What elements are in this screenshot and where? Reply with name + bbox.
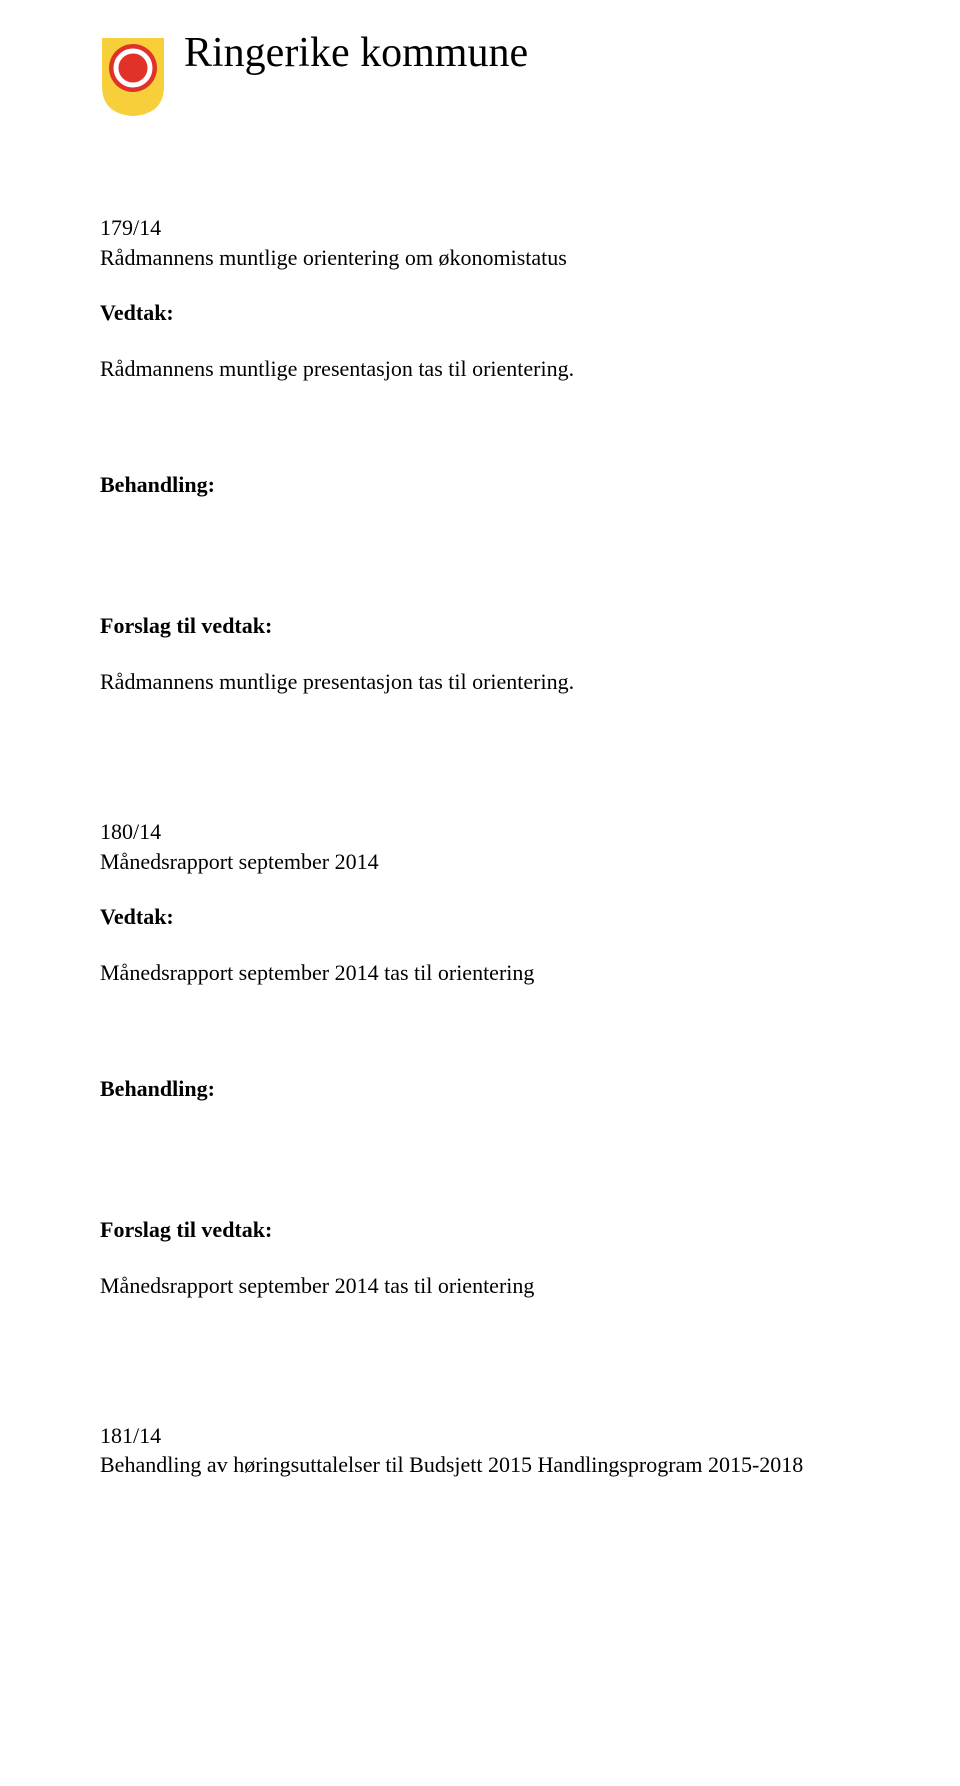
forslag-label: Forslag til vedtak: <box>100 611 860 641</box>
org-logo-icon <box>100 36 166 123</box>
forslag-label: Forslag til vedtak: <box>100 1215 860 1245</box>
vedtak-label: Vedtak: <box>100 298 860 328</box>
document-header: Ringerike kommune <box>100 30 860 123</box>
case-number: 180/14 <box>100 817 860 847</box>
vedtak-label: Vedtak: <box>100 902 860 932</box>
behandling-label: Behandling: <box>100 470 860 500</box>
behandling-label: Behandling: <box>100 1074 860 1104</box>
vedtak-text: Rådmannens muntlige presentasjon tas til… <box>100 354 860 384</box>
case-title: Behandling av høringsuttalelser til Buds… <box>100 1450 860 1480</box>
vedtak-text: Månedsrapport september 2014 tas til ori… <box>100 958 860 988</box>
case-number: 181/14 <box>100 1421 860 1451</box>
org-name: Ringerike kommune <box>184 30 528 76</box>
forslag-text: Månedsrapport september 2014 tas til ori… <box>100 1271 860 1301</box>
document-page: Ringerike kommune 179/14 Rådmannens munt… <box>0 0 960 1520</box>
case-title: Rådmannens muntlige orientering om økono… <box>100 243 860 273</box>
case-title: Månedsrapport september 2014 <box>100 847 860 877</box>
forslag-text: Rådmannens muntlige presentasjon tas til… <box>100 667 860 697</box>
case-number: 179/14 <box>100 213 860 243</box>
